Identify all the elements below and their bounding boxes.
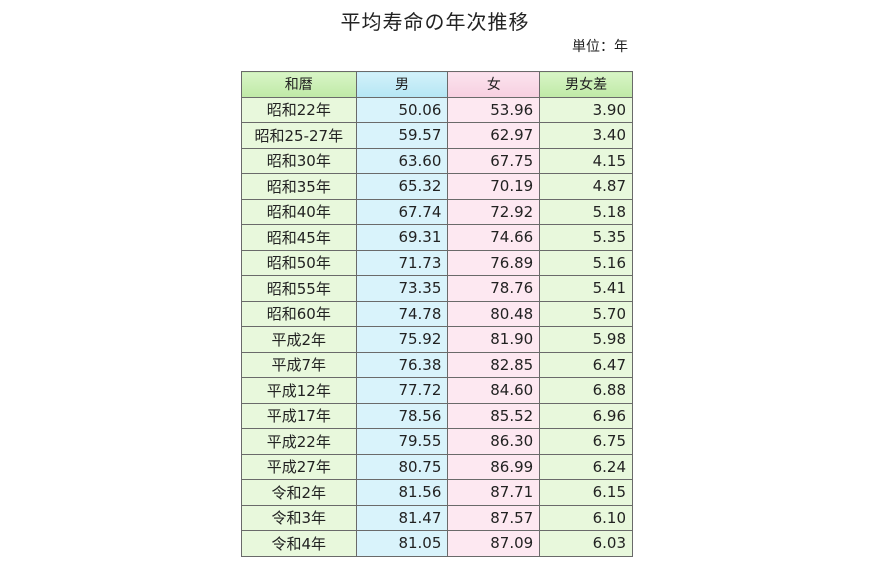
cell-era: 昭和25-27年 [241, 122, 357, 149]
cell-female: 70.19 [447, 173, 541, 200]
cell-diff: 5.41 [539, 275, 633, 302]
cell-diff: 6.88 [539, 377, 633, 404]
cell-female: 67.75 [447, 147, 541, 174]
cell-male: 63.60 [355, 147, 449, 174]
cell-female: 76.89 [447, 249, 541, 276]
cell-diff: 6.47 [539, 351, 633, 378]
cell-female: 87.57 [447, 504, 541, 531]
cell-diff: 5.16 [539, 249, 633, 276]
cell-era: 平成7年 [241, 351, 357, 378]
cell-male: 59.57 [355, 122, 449, 149]
cell-female: 85.52 [447, 402, 541, 429]
table-row: 平成27年 80.75 86.99 6.24 [241, 453, 633, 480]
table-row: 令和2年 81.56 87.71 6.15 [241, 479, 633, 506]
cell-era: 昭和50年 [241, 249, 357, 276]
cell-diff: 6.75 [539, 428, 633, 455]
cell-male: 67.74 [355, 198, 449, 225]
cell-era: 平成12年 [241, 377, 357, 404]
cell-era: 平成17年 [241, 402, 357, 429]
cell-diff: 4.15 [539, 147, 633, 174]
table-row: 昭和22年 50.06 53.96 3.90 [241, 96, 633, 123]
header-diff: 男女差 [539, 71, 633, 98]
cell-female: 84.60 [447, 377, 541, 404]
cell-era: 昭和45年 [241, 224, 357, 251]
cell-diff: 6.03 [539, 530, 633, 557]
table-row: 昭和55年 73.35 78.76 5.41 [241, 275, 633, 302]
cell-female: 86.99 [447, 453, 541, 480]
cell-diff: 3.90 [539, 96, 633, 123]
cell-female: 86.30 [447, 428, 541, 455]
cell-female: 87.09 [447, 530, 541, 557]
cell-era: 平成27年 [241, 453, 357, 480]
header-female: 女 [447, 71, 541, 98]
cell-era: 昭和30年 [241, 147, 357, 174]
table-row: 昭和30年 63.60 67.75 4.15 [241, 147, 633, 174]
cell-female: 80.48 [447, 300, 541, 327]
cell-male: 73.35 [355, 275, 449, 302]
cell-male: 80.75 [355, 453, 449, 480]
cell-female: 87.71 [447, 479, 541, 506]
header-male: 男 [355, 71, 449, 98]
cell-male: 78.56 [355, 402, 449, 429]
cell-era: 令和4年 [241, 530, 357, 557]
cell-diff: 6.24 [539, 453, 633, 480]
cell-diff: 5.18 [539, 198, 633, 225]
cell-era: 平成2年 [241, 326, 357, 353]
cell-female: 62.97 [447, 122, 541, 149]
cell-female: 78.76 [447, 275, 541, 302]
header-row: 和暦 男 女 男女差 [241, 71, 633, 98]
page-title: 平均寿命の年次推移 [340, 10, 530, 34]
table-row: 平成7年 76.38 82.85 6.47 [241, 351, 633, 378]
header-era: 和暦 [241, 71, 357, 98]
cell-diff: 5.98 [539, 326, 633, 353]
cell-diff: 5.70 [539, 300, 633, 327]
cell-diff: 6.10 [539, 504, 633, 531]
cell-era: 令和3年 [241, 504, 357, 531]
cell-male: 81.05 [355, 530, 449, 557]
table-row: 昭和60年 74.78 80.48 5.70 [241, 300, 633, 327]
cell-male: 69.31 [355, 224, 449, 251]
cell-male: 65.32 [355, 173, 449, 200]
table-row: 令和4年 81.05 87.09 6.03 [241, 530, 633, 557]
table-row: 平成17年 78.56 85.52 6.96 [241, 402, 633, 429]
cell-era: 昭和22年 [241, 96, 357, 123]
table-row: 平成12年 77.72 84.60 6.88 [241, 377, 633, 404]
table-row: 昭和50年 71.73 76.89 5.16 [241, 249, 633, 276]
life-expectancy-table: 和暦 男 女 男女差 昭和22年 50.06 53.96 3.90 昭和25-27年 59… [241, 71, 633, 557]
cell-era: 昭和40年 [241, 198, 357, 225]
cell-era: 昭和55年 [241, 275, 357, 302]
cell-female: 82.85 [447, 351, 541, 378]
unit-label: 単位：年 [572, 39, 628, 55]
cell-era: 平成22年 [241, 428, 357, 455]
table-row: 昭和35年 65.32 70.19 4.87 [241, 173, 633, 200]
cell-male: 81.56 [355, 479, 449, 506]
table-row: 昭和40年 67.74 72.92 5.18 [241, 198, 633, 225]
table-row: 昭和25-27年 59.57 62.97 3.40 [241, 122, 633, 149]
cell-male: 75.92 [355, 326, 449, 353]
table-row: 平成22年 79.55 86.30 6.75 [241, 428, 633, 455]
cell-male: 71.73 [355, 249, 449, 276]
cell-male: 77.72 [355, 377, 449, 404]
cell-era: 令和2年 [241, 479, 357, 506]
cell-diff: 6.96 [539, 402, 633, 429]
cell-female: 53.96 [447, 96, 541, 123]
table-row: 令和3年 81.47 87.57 6.10 [241, 504, 633, 531]
cell-diff: 4.87 [539, 173, 633, 200]
cell-era: 昭和35年 [241, 173, 357, 200]
cell-diff: 3.40 [539, 122, 633, 149]
cell-male: 76.38 [355, 351, 449, 378]
cell-male: 50.06 [355, 96, 449, 123]
cell-female: 81.90 [447, 326, 541, 353]
table-row: 昭和45年 69.31 74.66 5.35 [241, 224, 633, 251]
cell-male: 74.78 [355, 300, 449, 327]
cell-female: 74.66 [447, 224, 541, 251]
table-row: 平成2年 75.92 81.90 5.98 [241, 326, 633, 353]
cell-era: 昭和60年 [241, 300, 357, 327]
cell-diff: 5.35 [539, 224, 633, 251]
cell-diff: 6.15 [539, 479, 633, 506]
cell-male: 81.47 [355, 504, 449, 531]
cell-male: 79.55 [355, 428, 449, 455]
cell-female: 72.92 [447, 198, 541, 225]
